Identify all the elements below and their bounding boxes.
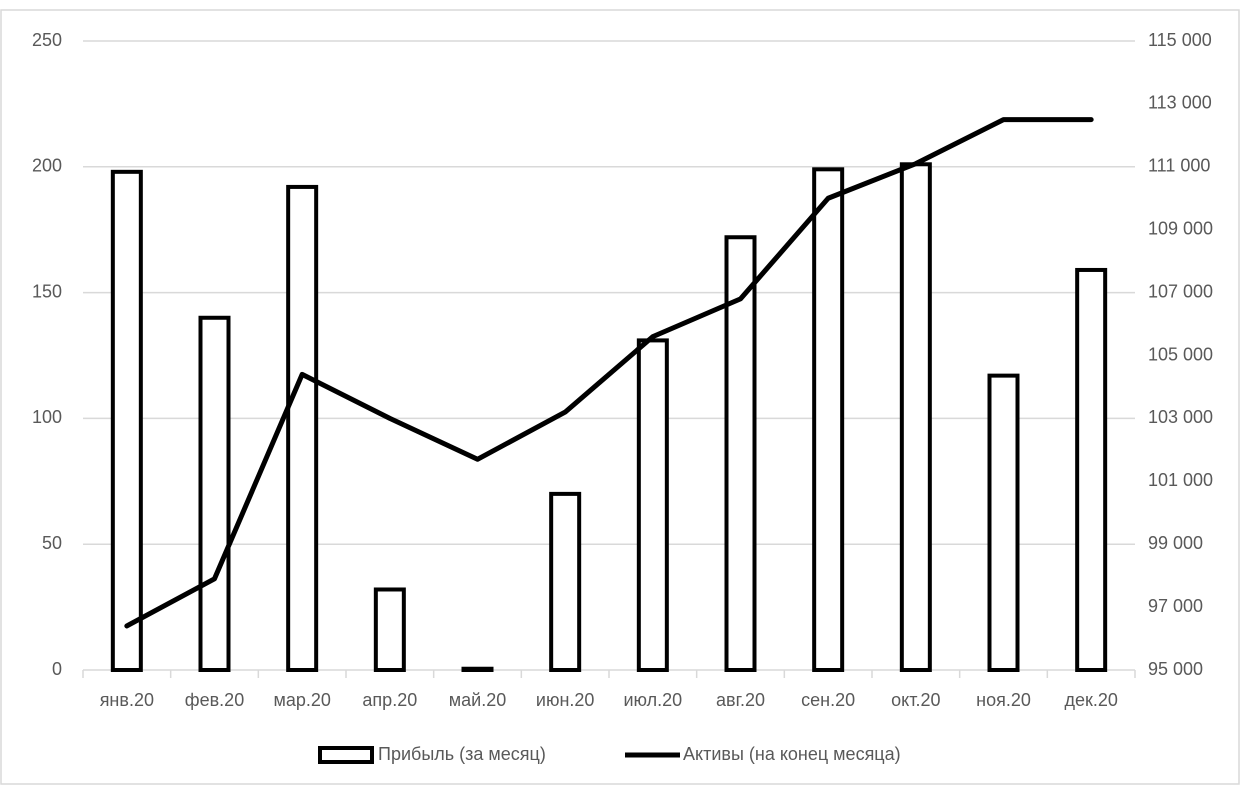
x-tick-label: мар.20 [273,690,330,710]
bar [899,162,932,672]
y2-tick-label: 97 000 [1148,596,1203,616]
y2-tick-label: 99 000 [1148,533,1203,553]
y2-tick-label: 109 000 [1148,218,1213,238]
y-tick-label: 250 [32,30,62,50]
y2-tick-label: 115 000 [1148,30,1212,50]
bar [110,169,143,672]
y2-tick-label: 111 000 [1148,156,1210,176]
y2-tick-label: 95 000 [1148,659,1203,679]
x-tick-label: сен.20 [801,690,855,710]
y2-tick-label: 105 000 [1148,344,1213,364]
bar [549,491,582,672]
x-tick-label: дек.20 [1064,690,1117,710]
y2-tick-label: 101 000 [1148,470,1213,490]
line [124,117,1094,629]
bar [724,235,757,673]
y-tick-label: 200 [32,156,62,176]
bar [198,315,231,672]
chart-frame [0,9,1240,785]
legend-label: Активы (на конец месяца) [683,744,901,764]
legend-swatch [318,746,374,764]
legend-label: Прибыль (за месяц) [378,744,546,764]
y2-tick-label: 113 000 [1148,93,1212,113]
y-tick-label: 150 [32,281,62,301]
bar [636,338,669,672]
x-tick-label: окт.20 [891,690,940,710]
bar [987,373,1020,672]
y-tick-label: 100 [32,407,62,427]
y-tick-label: 50 [42,533,62,553]
bar [286,184,319,672]
x-tick-label: июн.20 [536,690,595,710]
bar [461,666,494,673]
x-tick-label: май.20 [449,690,506,710]
x-tick-label: авг.20 [716,690,765,710]
x-tick-label: фев.20 [185,690,244,710]
y2-tick-label: 107 000 [1148,281,1213,301]
bar [1075,267,1108,672]
x-tick-label: апр.20 [362,690,417,710]
bar [812,167,845,672]
y2-tick-label: 103 000 [1148,407,1213,427]
x-tick-label: ноя.20 [976,690,1031,710]
x-tick-label: июл.20 [623,690,682,710]
x-tick-label: янв.20 [100,690,154,710]
bar [373,587,406,672]
y-tick-label: 0 [52,659,62,679]
